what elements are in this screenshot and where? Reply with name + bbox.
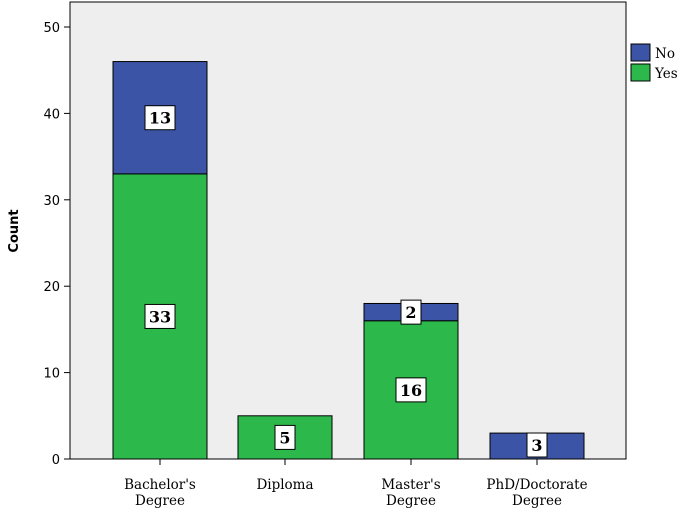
- legend-swatch-yes: [630, 63, 651, 82]
- y-tick-label: 40: [43, 107, 60, 122]
- x-tick-label: Master's Degree: [381, 477, 440, 509]
- legend-label: No: [655, 46, 675, 62]
- y-axis-title: Count: [7, 209, 22, 252]
- data-label-box: [144, 105, 176, 131]
- data-label: 2: [405, 303, 416, 322]
- y-tick-label: 10: [43, 367, 60, 382]
- data-label-box: [274, 424, 296, 450]
- data-label: 33: [149, 307, 171, 326]
- x-tick-label: Bachelor's Degree: [124, 477, 196, 509]
- y-tick-label: 0: [52, 453, 60, 468]
- x-tick-label: PhD/Doctorate Degree: [486, 477, 587, 509]
- data-label: 5: [279, 428, 290, 447]
- y-tick-label: 30: [43, 194, 60, 209]
- legend-swatch-no: [630, 43, 651, 62]
- bars: 33 13 5 16 2 3: [112, 61, 585, 460]
- data-label: 13: [149, 109, 171, 128]
- y-tick-label: 50: [43, 21, 60, 36]
- data-label: 3: [531, 436, 542, 455]
- data-label-box: [395, 377, 427, 403]
- legend-label: Yes: [654, 66, 678, 82]
- data-label-box: [526, 432, 548, 458]
- legend: No Yes: [630, 43, 678, 82]
- data-label-box: [400, 299, 422, 325]
- y-axis: 0 10 20 30 40 50: [43, 21, 70, 468]
- x-tick-label: Diploma: [256, 477, 313, 493]
- x-axis: Bachelor's Degree Diploma Master's Degree PhD…: [124, 459, 588, 509]
- y-tick-label: 20: [43, 280, 60, 295]
- data-label-box: [144, 303, 176, 329]
- data-label: 16: [400, 381, 422, 400]
